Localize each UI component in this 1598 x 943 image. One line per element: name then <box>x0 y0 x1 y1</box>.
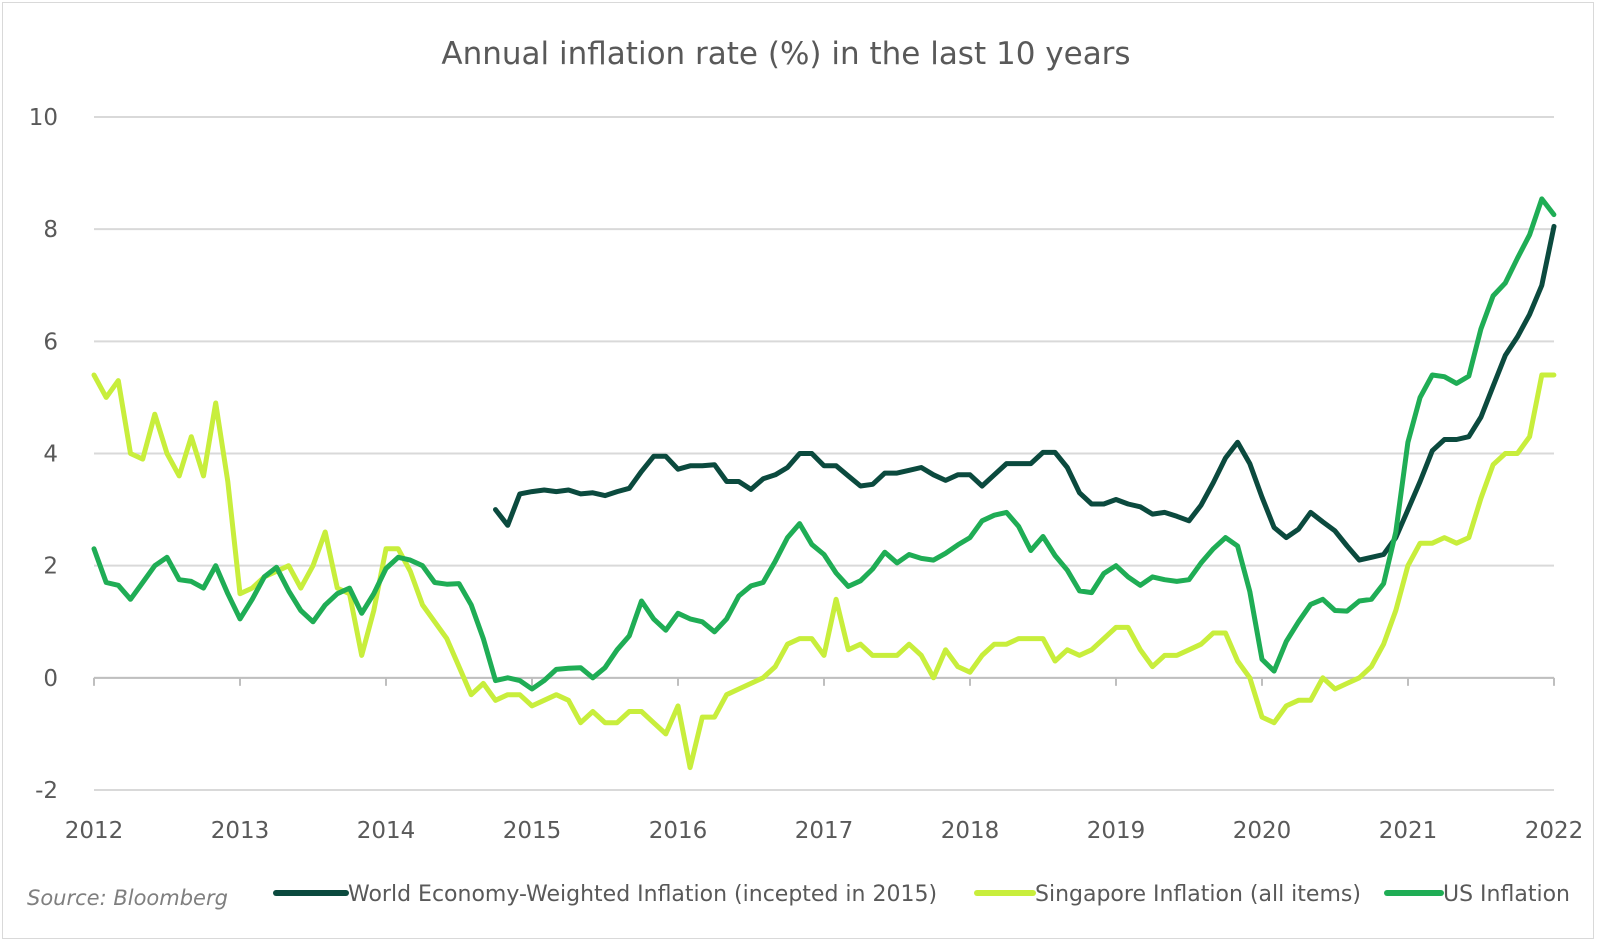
x-tick-label: 2013 <box>211 818 270 844</box>
x-tick-label: 2015 <box>503 818 562 844</box>
y-tick-label: 8 <box>43 217 58 243</box>
source-note: Source: Bloomberg <box>27 886 228 910</box>
y-tick-label: 4 <box>43 442 58 468</box>
x-tick-label: 2016 <box>649 818 708 844</box>
legend-item-us: US Inflation <box>1384 882 1570 907</box>
x-tick-label: 2012 <box>65 818 124 844</box>
y-tick-label: 6 <box>43 329 58 355</box>
x-tick-label: 2019 <box>1087 818 1146 844</box>
x-tick-label: 2020 <box>1233 818 1292 844</box>
x-tick-label: 2018 <box>941 818 1000 844</box>
series-line-world <box>493 223 1557 563</box>
y-tick-label: 10 <box>29 105 58 131</box>
series-line-us <box>91 196 1557 692</box>
legend-label-world: World Economy-Weighted Inflation (incept… <box>348 882 937 907</box>
y-tick-label: -2 <box>35 778 58 804</box>
legend-label-us: US Inflation <box>1443 882 1570 907</box>
legend: World Economy-Weighted Inflation (incept… <box>273 882 1570 907</box>
legend-item-singapore: Singapore Inflation (all items) <box>974 882 1361 907</box>
y-tick-label: 0 <box>43 666 58 692</box>
axes <box>93 676 1555 686</box>
tick-labels: -2 0 2 4 6 8 10 2012 2013 2014 2015 2016 2017 2018 201… <box>29 105 1584 844</box>
series-line-singapore <box>91 372 1557 771</box>
y-tick-label: 2 <box>43 554 58 580</box>
x-tick-label: 2014 <box>357 818 416 844</box>
chart-title: Annual inflation rate (%) in the last 10… <box>441 36 1130 72</box>
x-tick-label: 2021 <box>1379 818 1438 844</box>
series-lines <box>91 196 1557 771</box>
legend-item-world: World Economy-Weighted Inflation (incept… <box>273 882 937 907</box>
legend-label-singapore: Singapore Inflation (all items) <box>1035 882 1361 907</box>
x-tick-label: 2017 <box>795 818 854 844</box>
x-tick-label: 2022 <box>1525 818 1584 844</box>
